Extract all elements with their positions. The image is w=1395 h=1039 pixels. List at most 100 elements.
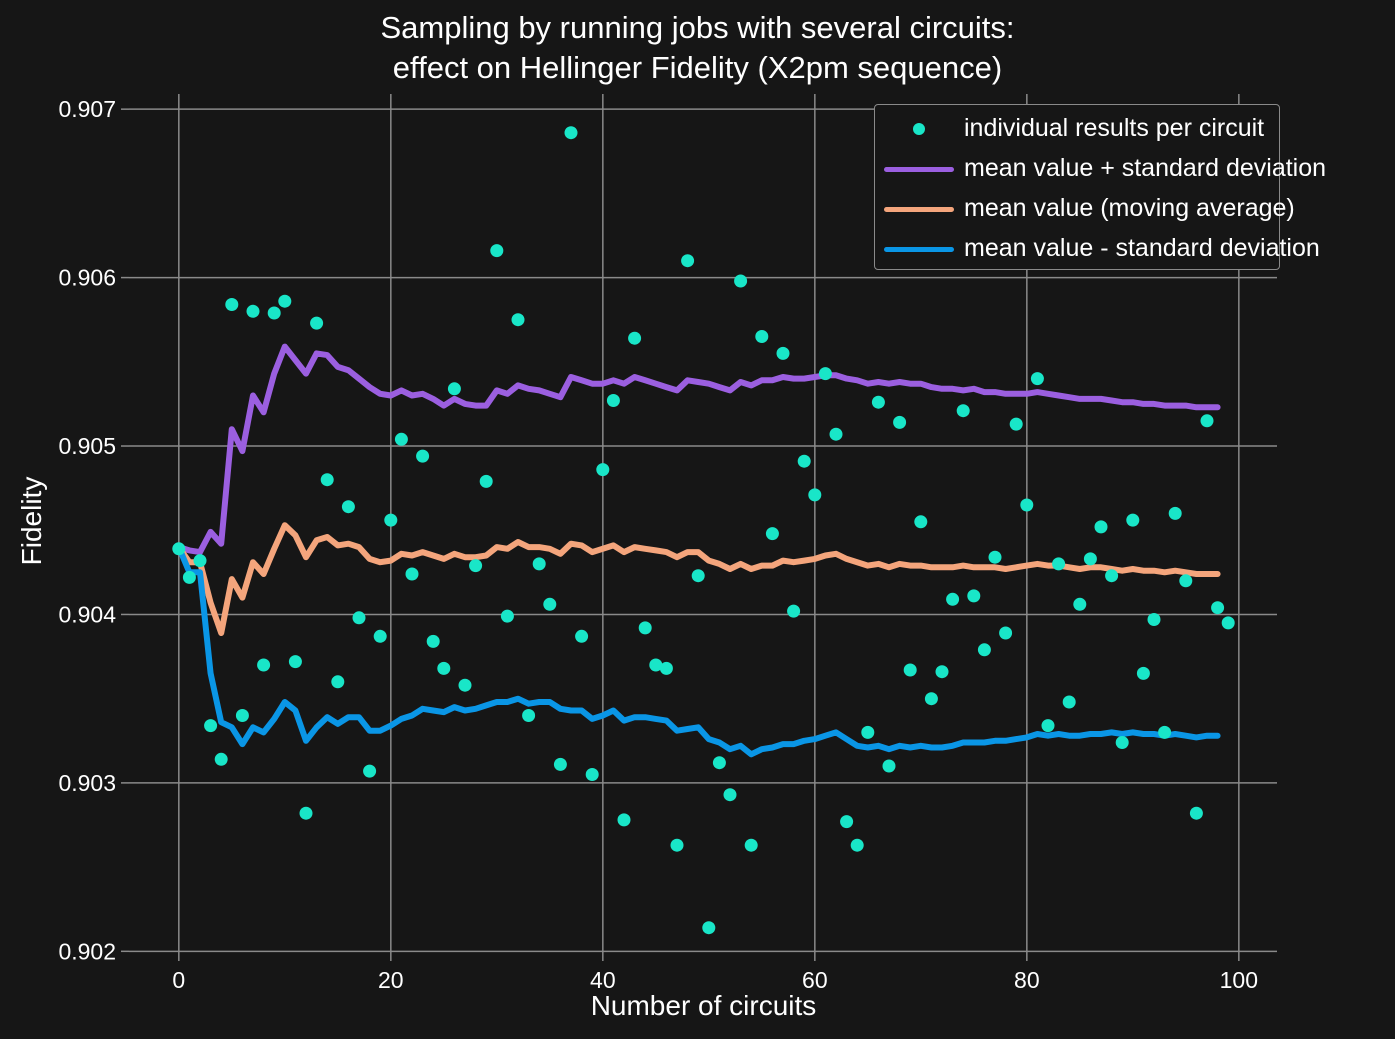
y-axis-label: Fidelity <box>16 476 47 566</box>
data-point <box>193 554 207 568</box>
x-tick-label: 20 <box>378 967 404 993</box>
axes: 0 20 40 60 80 100 0.902 0.903 0.904 0.905 0.906 0.9… <box>58 96 1258 993</box>
legend-marker-upper <box>884 167 954 172</box>
data-point <box>532 557 546 571</box>
x-tick-label: 100 <box>1220 967 1258 993</box>
data-point <box>871 395 885 409</box>
data-point <box>1147 613 1161 626</box>
data-point <box>808 488 822 502</box>
data-point <box>967 589 981 603</box>
data-point <box>447 382 461 396</box>
data-point <box>691 569 705 583</box>
data-point <box>723 788 737 802</box>
data-point <box>596 463 610 477</box>
data-point <box>341 500 355 514</box>
data-point <box>1158 725 1172 739</box>
data-point <box>363 764 377 778</box>
data-point <box>235 709 249 722</box>
chart-title-line-1: Sampling by running jobs with several ci… <box>380 10 1015 45</box>
data-point <box>999 626 1013 640</box>
legend: individual results per circuit mean valu… <box>874 104 1326 270</box>
data-point <box>1179 574 1193 588</box>
x-tick-label: 40 <box>590 967 616 993</box>
data-point <box>1168 506 1182 520</box>
data-point <box>946 592 960 606</box>
x-tick-label: 0 <box>172 967 185 993</box>
data-point <box>1211 601 1225 615</box>
data-point <box>1073 597 1087 611</box>
data-point <box>437 661 451 675</box>
data-point <box>500 609 514 623</box>
data-point <box>638 621 652 635</box>
data-point <box>797 454 811 468</box>
legend-item-lower: mean value - standard deviation <box>875 232 1320 266</box>
legend-label-upper: mean value + standard deviation <box>964 154 1327 182</box>
data-point <box>310 316 324 330</box>
data-point <box>278 294 292 308</box>
data-point <box>840 815 854 829</box>
data-point <box>575 629 589 643</box>
data-point <box>1009 417 1023 431</box>
data-point <box>1094 520 1108 534</box>
legend-marker-lower <box>884 247 954 252</box>
data-point <box>606 394 620 407</box>
data-point <box>490 244 504 258</box>
data-point <box>172 542 186 556</box>
y-tick-label: 0.902 <box>58 938 116 964</box>
data-point <box>416 449 430 463</box>
data-point <box>225 298 239 311</box>
data-point <box>744 838 758 852</box>
data-point <box>543 597 557 611</box>
data-point <box>1115 736 1129 749</box>
legend-label-points: individual results per circuit <box>964 114 1265 142</box>
data-point <box>1041 719 1055 733</box>
legend-item-points: individual results per circuit <box>875 112 1279 146</box>
data-point <box>924 692 938 706</box>
series-line-mean-value-standard-deviation <box>175 343 1221 556</box>
data-point <box>659 661 673 675</box>
data-point <box>331 675 345 689</box>
data-point <box>935 665 949 679</box>
data-point <box>1052 557 1066 571</box>
data-point <box>564 126 578 140</box>
data-point <box>1030 372 1044 386</box>
data-point <box>405 567 419 581</box>
data-point <box>765 527 779 541</box>
data-point <box>893 415 907 429</box>
legend-item-mean: mean value (moving average) <box>875 192 1295 226</box>
data-point <box>1189 806 1203 820</box>
data-point <box>257 658 271 672</box>
data-point <box>1105 569 1119 583</box>
data-point <box>850 838 864 852</box>
x-tick-label: 60 <box>802 967 828 993</box>
data-point <box>384 513 398 527</box>
data-point <box>977 643 991 657</box>
data-point <box>1136 666 1150 680</box>
data-point <box>956 404 970 418</box>
data-point <box>776 346 790 360</box>
data-point <box>1221 616 1235 630</box>
data-point <box>479 474 493 488</box>
data-point <box>373 629 387 643</box>
data-point <box>469 559 483 573</box>
data-point <box>712 756 726 770</box>
series-line-mean-value-standard-deviation <box>175 544 1221 758</box>
x-tick-label: 80 <box>1014 967 1040 993</box>
data-point <box>787 604 801 618</box>
data-point <box>1126 513 1140 527</box>
data-point <box>214 752 228 766</box>
data-point <box>511 313 525 327</box>
data-point <box>426 634 440 648</box>
y-tick-label: 0.903 <box>58 770 116 796</box>
data-point <box>267 306 281 320</box>
data-point <box>204 719 218 733</box>
data-point <box>1083 552 1097 566</box>
data-point <box>829 427 843 441</box>
data-point <box>914 515 928 529</box>
data-point <box>585 768 599 781</box>
series-line-mean-value-moving-average <box>175 522 1221 636</box>
data-point <box>1200 414 1214 428</box>
data-point <box>755 330 769 343</box>
data-point <box>734 274 748 288</box>
y-tick-label: 0.904 <box>58 601 116 627</box>
